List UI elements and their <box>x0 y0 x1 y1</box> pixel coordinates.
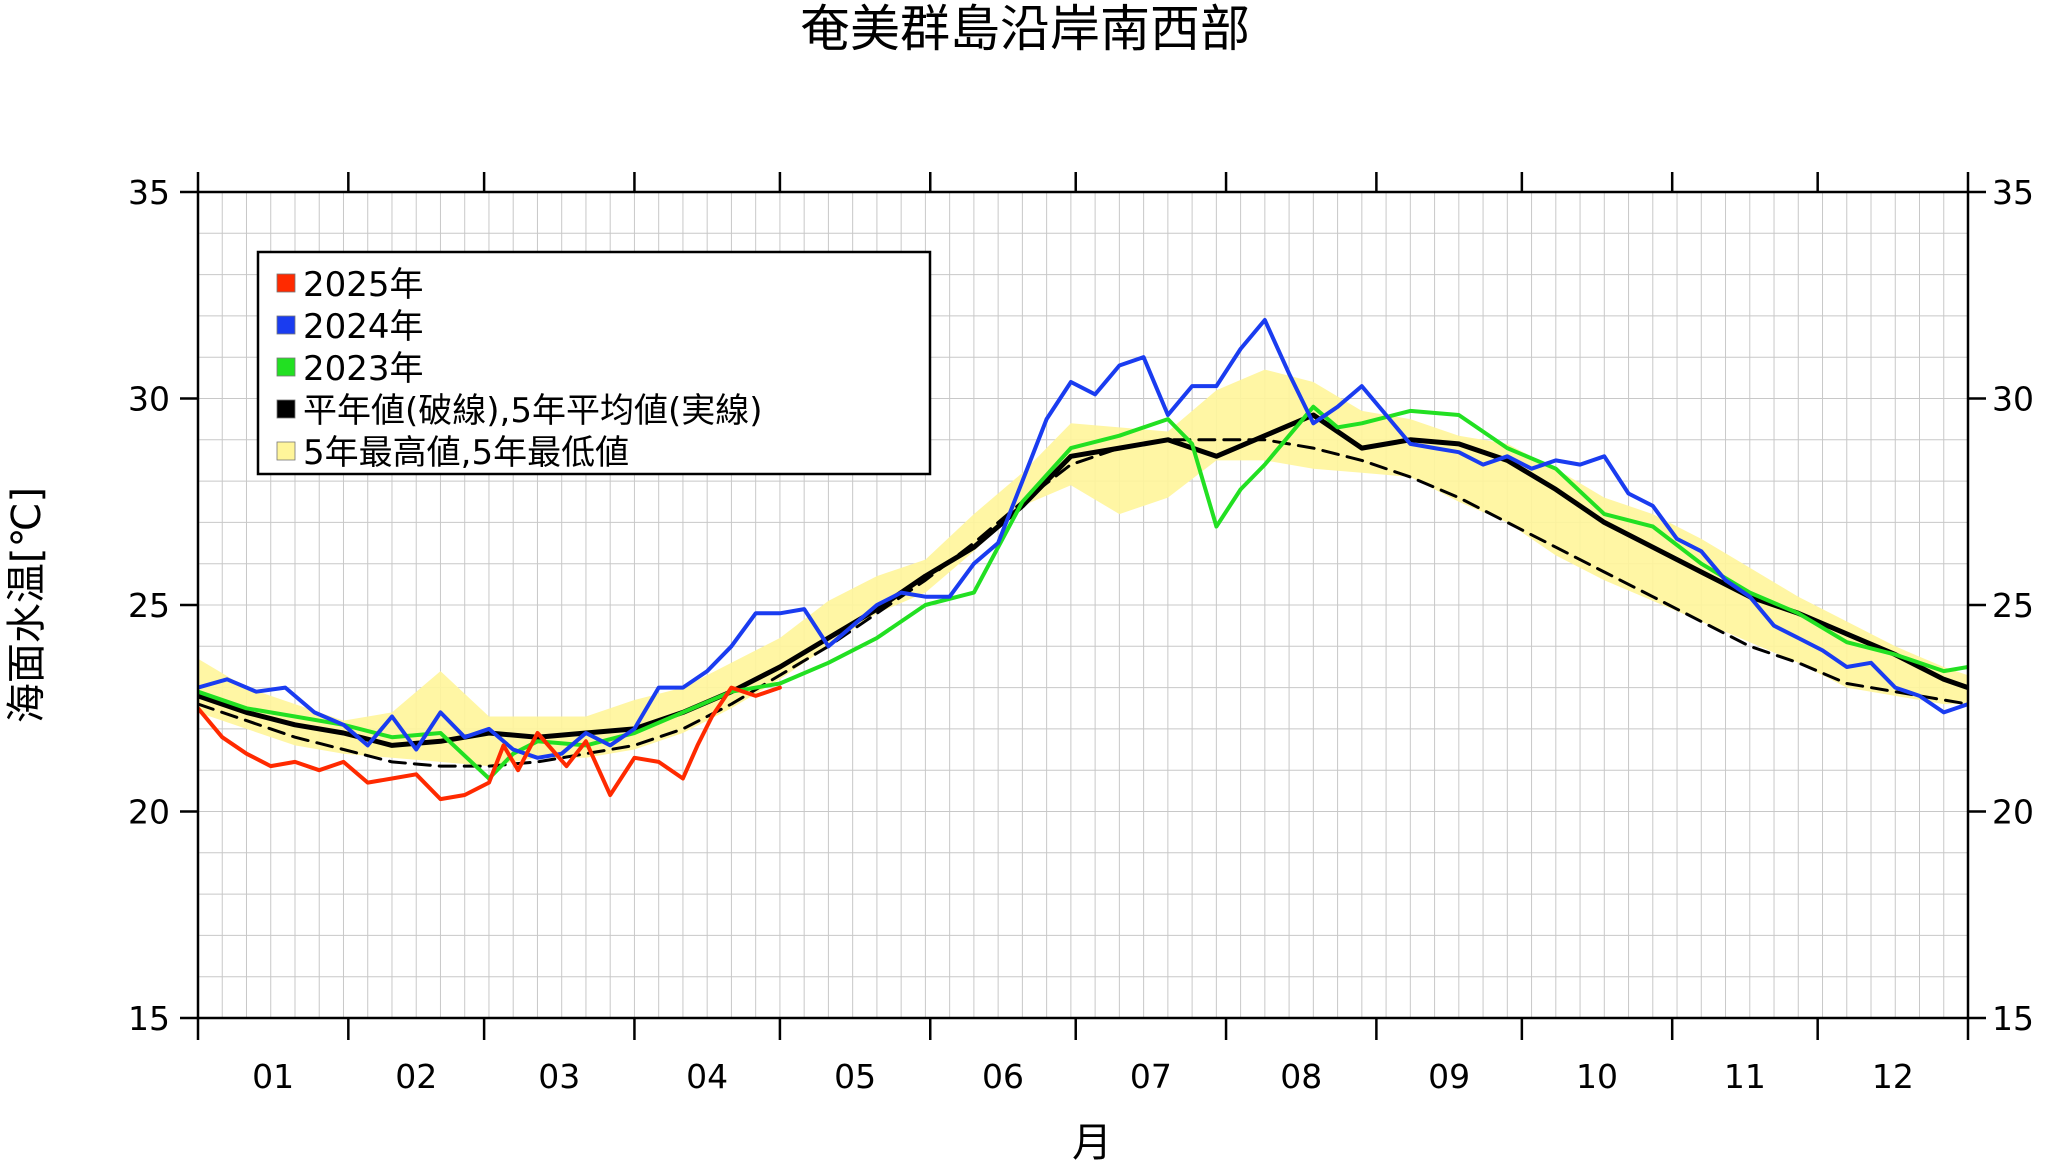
x-tick-label: 12 <box>1872 1057 1914 1096</box>
series-2024-line <box>198 318 1968 760</box>
y-tick-label-left: 30 <box>128 380 170 419</box>
x-tick-label: 08 <box>1280 1057 1322 1096</box>
x-axis-title: 月 <box>1072 1120 1112 1166</box>
x-tick-label: 09 <box>1428 1057 1470 1096</box>
x-tick-label: 01 <box>252 1057 294 1096</box>
x-tick-label: 05 <box>834 1057 876 1096</box>
x-tick-label: 04 <box>686 1057 728 1096</box>
y-tick-label-right: 35 <box>1992 173 2034 212</box>
plot-area <box>198 318 1968 802</box>
axes: 15 15 20 20 25 25 30 30 35 35 01 02 03 04 05 06 07 08 09 10… <box>128 172 2034 1096</box>
y-tick-label-left: 35 <box>128 173 170 212</box>
legend-swatch <box>276 357 296 377</box>
y-axis-title: 海面水温[℃] <box>4 487 50 723</box>
legend-label: 2025年 <box>303 265 424 305</box>
x-tick-label: 10 <box>1576 1057 1618 1096</box>
x-tick-label: 07 <box>1130 1057 1172 1096</box>
legend-label: 2024年 <box>303 307 424 347</box>
x-tick-label: 02 <box>395 1057 437 1096</box>
legend-label: 5年最高値,5年最低値 <box>303 433 629 473</box>
y-tick-label-right: 30 <box>1992 380 2034 419</box>
y-tick-label-left: 15 <box>128 999 170 1038</box>
y-tick-label-left: 20 <box>128 793 170 832</box>
x-tick-label: 03 <box>538 1057 580 1096</box>
legend-label: 平年値(破線),5年平均値(実線) <box>303 391 763 431</box>
y-tick-label-right: 20 <box>1992 793 2034 832</box>
legend-swatch <box>276 441 296 461</box>
y-tick-label-left: 25 <box>128 586 170 625</box>
y-tick-label-right: 25 <box>1992 586 2034 625</box>
series-2025-line <box>198 685 782 802</box>
legend-swatch <box>276 315 296 335</box>
x-tick-label: 06 <box>982 1057 1024 1096</box>
legend: 2025年2024年2023年平年値(破線),5年平均値(実線)5年最高値,5年… <box>256 250 932 476</box>
legend-swatch <box>276 399 296 419</box>
x-tick-label: 11 <box>1724 1057 1766 1096</box>
legend-swatch <box>276 273 296 293</box>
chart-title: 奄美群島沿岸南西部 <box>800 0 1250 58</box>
legend-label: 2023年 <box>303 349 424 389</box>
y-tick-label-right: 15 <box>1992 999 2034 1038</box>
legend-frame <box>256 250 932 476</box>
